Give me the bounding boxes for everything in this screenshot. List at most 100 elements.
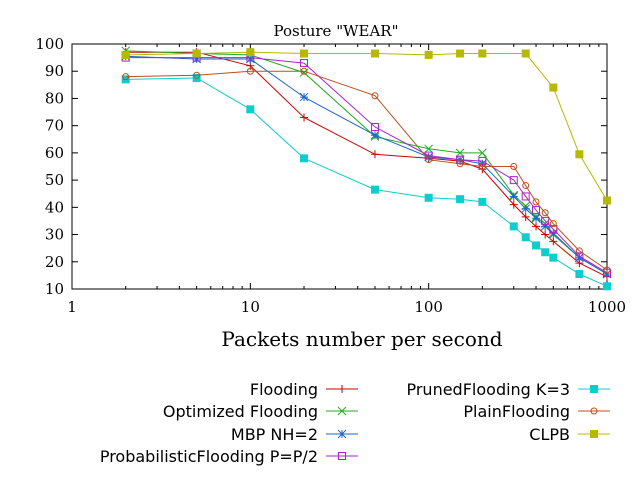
data-point <box>370 130 380 140</box>
data-point <box>370 49 379 58</box>
y-axis: 10 20 30 40 50 60 70 80 90 100 <box>35 35 607 298</box>
data-point <box>246 105 255 114</box>
data-point <box>121 50 130 59</box>
data-point <box>575 252 584 261</box>
data-point <box>192 54 202 64</box>
data-point <box>575 270 584 279</box>
data-point <box>509 200 518 209</box>
series-line <box>125 51 608 201</box>
series-3 <box>121 53 611 277</box>
data-point <box>541 216 550 225</box>
series-line <box>125 57 608 274</box>
data-point <box>590 407 598 415</box>
data-point <box>549 225 558 234</box>
data-point <box>532 222 541 231</box>
y-tick-label: 70 <box>45 117 64 135</box>
y-tick-label: 80 <box>45 89 64 107</box>
data-point <box>522 182 530 190</box>
data-point <box>370 123 379 132</box>
data-point <box>478 197 487 206</box>
legend-entry: ProbabilisticFlooding P=P/2 <box>100 447 358 466</box>
data-point <box>532 198 540 206</box>
data-point <box>245 54 255 64</box>
data-point <box>477 148 487 158</box>
series-line <box>125 77 608 287</box>
data-point <box>300 154 309 163</box>
data-point <box>532 206 541 215</box>
x-tick-label: 1 <box>67 298 77 316</box>
plot-frame <box>71 43 608 290</box>
legend-label: MBP NH=2 <box>231 425 318 444</box>
legend-label: ProbabilisticFlooding P=P/2 <box>100 447 318 466</box>
data-point <box>548 228 558 238</box>
data-point <box>521 233 530 242</box>
series-5 <box>122 67 611 274</box>
y-tick-label: 90 <box>45 62 64 80</box>
y-tick-label: 20 <box>45 253 64 271</box>
data-point <box>603 282 611 291</box>
series-6 <box>121 48 611 205</box>
data-point <box>370 185 379 194</box>
data-point <box>549 253 558 262</box>
data-point <box>122 73 130 81</box>
data-point <box>603 266 611 274</box>
chart-title: Posture "WEAR" <box>273 22 398 40</box>
y-tick-label: 40 <box>45 198 64 216</box>
legend-entry: MBP NH=2 <box>231 425 358 444</box>
data-point <box>531 213 541 223</box>
data-point <box>532 241 541 250</box>
data-point <box>540 222 550 231</box>
data-point <box>424 144 434 154</box>
data-point <box>509 176 518 185</box>
data-point <box>246 67 254 75</box>
y-tick-label: 30 <box>45 226 64 244</box>
series-4 <box>121 74 611 291</box>
data-point <box>455 148 465 158</box>
data-point <box>299 92 309 102</box>
legend: Flooding Optimized Flooding MBP NH=2 Probab… <box>100 380 610 466</box>
data-point <box>478 157 487 166</box>
data-point <box>371 92 379 100</box>
data-point <box>603 196 611 205</box>
data-point <box>456 195 465 204</box>
data-point <box>521 212 530 221</box>
x-axis-label: Packets number per second <box>221 327 502 351</box>
x-tick-label: 100 <box>414 298 443 316</box>
data-point <box>337 406 347 416</box>
x-tick-label: 1000 <box>588 298 626 316</box>
data-point <box>575 150 584 159</box>
y-tick-label: 100 <box>35 35 64 53</box>
data-point <box>193 71 201 79</box>
legend-entry: PrunedFlooding K=3 <box>406 380 610 399</box>
data-point <box>575 247 583 255</box>
legend-entry: CLPB <box>529 425 610 444</box>
series-layer <box>121 46 612 291</box>
data-point <box>424 193 433 202</box>
data-point <box>541 230 550 239</box>
data-point <box>300 113 309 122</box>
data-point <box>456 155 465 164</box>
series-line <box>125 70 608 271</box>
legend-entry: PlainFlooding <box>463 402 610 421</box>
data-point <box>510 163 518 170</box>
series-line <box>125 55 608 275</box>
data-point <box>521 192 530 201</box>
legend-entry: Optimized Flooding <box>163 402 358 421</box>
legend-label: Flooding <box>250 380 318 399</box>
data-point <box>509 222 518 231</box>
y-tick-label: 60 <box>45 144 64 162</box>
data-point <box>337 429 347 439</box>
data-point <box>300 67 308 75</box>
data-point <box>478 163 486 170</box>
data-point <box>370 150 379 159</box>
data-point <box>338 452 346 460</box>
legend-entry: Flooding <box>250 380 358 399</box>
x-axis: 1 10 100 1000 <box>67 44 626 316</box>
data-point <box>509 192 519 201</box>
data-point <box>192 49 201 58</box>
data-point <box>590 385 598 393</box>
data-point <box>456 49 465 58</box>
data-point <box>300 49 309 58</box>
data-point <box>424 50 433 59</box>
